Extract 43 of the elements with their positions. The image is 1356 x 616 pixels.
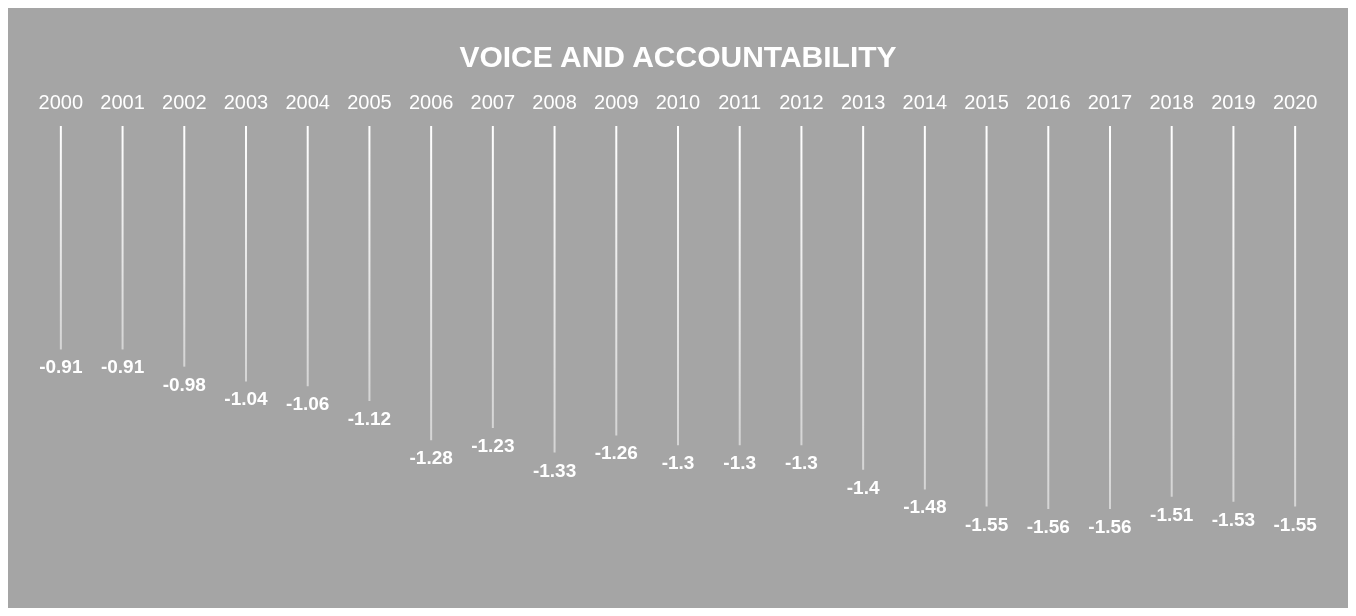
data-label: -1.23 <box>471 435 515 457</box>
x-tick-label: 2015 <box>964 91 1009 113</box>
data-label: -1.06 <box>286 393 330 415</box>
x-tick-label: 2012 <box>779 91 824 113</box>
x-tick-label: 2003 <box>223 91 269 113</box>
data-label: -1.56 <box>1026 516 1070 538</box>
data-label: -1.53 <box>1211 508 1256 530</box>
x-tick-label: 2007 <box>470 91 516 113</box>
x-tick-label: 2016 <box>1026 91 1071 113</box>
x-tick-label: 2019 <box>1211 91 1256 113</box>
data-label: -0.91 <box>39 356 83 378</box>
data-label: -1.55 <box>964 513 1009 535</box>
data-label: -1.26 <box>594 442 638 464</box>
data-label: -1.04 <box>224 388 269 410</box>
data-label: -1.51 <box>1150 503 1194 525</box>
x-tick-label: 2014 <box>902 91 948 113</box>
data-label: -1.55 <box>1273 513 1318 535</box>
x-tick-label: 2013 <box>840 91 886 113</box>
data-label: -1.56 <box>1088 516 1132 538</box>
data-label: -1.3 <box>723 452 757 474</box>
data-label: -0.98 <box>162 373 206 395</box>
chart-title: VOICE AND ACCOUNTABILITY <box>459 39 897 73</box>
data-label: -1.3 <box>661 452 695 474</box>
x-tick-label: 2017 <box>1087 91 1133 113</box>
x-tick-label: 2005 <box>347 91 392 113</box>
x-tick-label: 2020 <box>1272 91 1318 113</box>
x-tick-label: 2010 <box>655 91 701 113</box>
x-tick-label: 2011 <box>718 91 762 113</box>
x-tick-label: 2006 <box>408 91 454 113</box>
x-tick-label: 2001 <box>100 91 145 113</box>
data-label: -0.91 <box>100 356 145 378</box>
data-label: -1.4 <box>846 476 880 498</box>
data-label: -1.48 <box>903 496 947 518</box>
x-tick-label: 2018 <box>1149 91 1194 113</box>
data-label: -1.28 <box>409 447 453 469</box>
x-tick-label: 2008 <box>532 91 577 113</box>
data-label: -1.33 <box>532 459 577 481</box>
data-label: -1.12 <box>347 408 392 430</box>
x-tick-label: 2009 <box>594 91 639 113</box>
data-label: -1.3 <box>785 452 818 474</box>
x-tick-label: 2004 <box>285 91 330 113</box>
x-tick-label: 2002 <box>162 91 207 113</box>
x-tick-label: 2000 <box>38 91 84 113</box>
